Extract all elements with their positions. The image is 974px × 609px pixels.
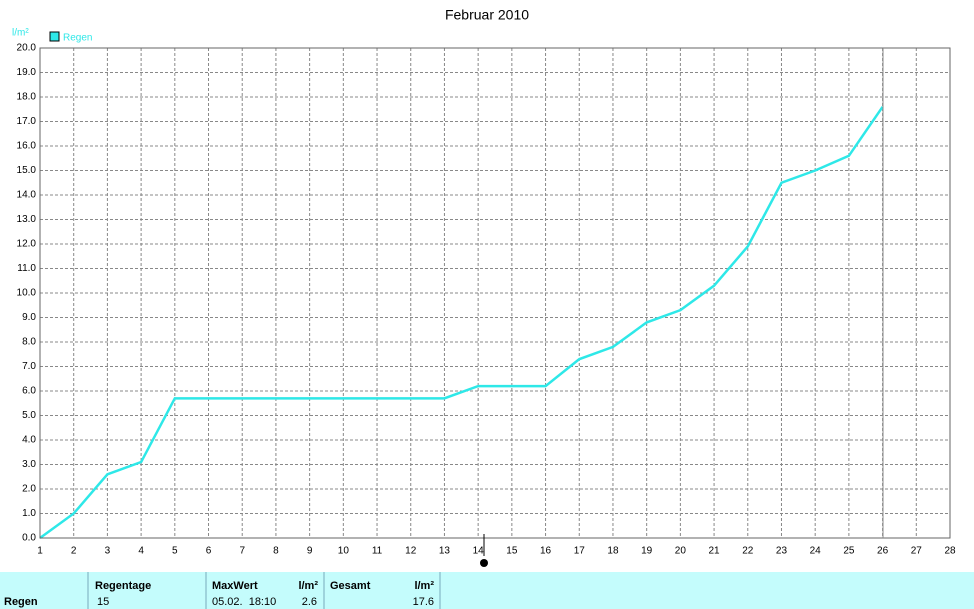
y-tick-label: 1.0 bbox=[22, 508, 36, 519]
y-tick-label: 18.0 bbox=[17, 92, 37, 103]
x-tick-label: 17 bbox=[574, 546, 586, 557]
x-tick-label: 19 bbox=[641, 546, 653, 557]
table-dividers bbox=[87, 572, 441, 609]
y-tick-label: 20.0 bbox=[17, 43, 37, 54]
header: Regentage bbox=[95, 580, 151, 592]
x-tick-label: 23 bbox=[776, 546, 788, 557]
y-tick-label: 4.0 bbox=[22, 435, 36, 446]
x-tick-label: 13 bbox=[439, 546, 451, 557]
chart-title: Februar 2010 bbox=[445, 7, 529, 23]
y-tick-label: 15.0 bbox=[17, 165, 37, 176]
x-tick-label: 10 bbox=[338, 546, 350, 557]
x-tick-label: 4 bbox=[138, 546, 144, 557]
header: l/m² bbox=[414, 580, 434, 592]
y-axis-label: l/m² bbox=[12, 28, 29, 39]
legend-label: Regen bbox=[63, 33, 92, 44]
y-tick-label: 14.0 bbox=[17, 190, 37, 201]
legend-swatch bbox=[49, 31, 60, 42]
cursor-handle[interactable] bbox=[480, 559, 488, 567]
plot: 0.01.02.03.04.05.06.07.08.09.010.011.012… bbox=[17, 43, 956, 557]
x-tick-label: 5 bbox=[172, 546, 178, 557]
x-tick-label: 25 bbox=[843, 546, 855, 557]
x-tick-label: 16 bbox=[540, 546, 552, 557]
y-tick-label: 9.0 bbox=[22, 312, 36, 323]
x-tick-label: 7 bbox=[239, 546, 245, 557]
header: Gesamt bbox=[330, 580, 371, 592]
y-tick-label: 19.0 bbox=[17, 67, 37, 78]
y-tick-label: 16.0 bbox=[17, 141, 37, 152]
y-tick-label: 13.0 bbox=[17, 214, 37, 225]
x-tick-label: 1 bbox=[37, 546, 43, 557]
y-tick-label: 5.0 bbox=[22, 410, 36, 421]
summary-table bbox=[0, 572, 974, 609]
x-tick-label: 11 bbox=[372, 546, 383, 557]
plot-frame bbox=[39, 47, 951, 539]
x-tick-label: 12 bbox=[405, 546, 417, 557]
x-tick-label: 27 bbox=[911, 546, 923, 557]
x-tick-label: 22 bbox=[742, 546, 754, 557]
y-tick-label: 11.0 bbox=[17, 263, 36, 274]
y-tick-label: 2.0 bbox=[22, 484, 36, 495]
x-tick-label: 21 bbox=[709, 546, 721, 557]
x-tick-label: 8 bbox=[273, 546, 279, 557]
y-tick-label: 3.0 bbox=[22, 459, 36, 470]
x-tick-label: 9 bbox=[307, 546, 313, 557]
y-tick-label: 17.0 bbox=[17, 116, 37, 127]
row-label: Regen bbox=[4, 596, 38, 608]
x-tick-label: 6 bbox=[206, 546, 212, 557]
y-tick-label: 6.0 bbox=[22, 386, 36, 397]
y-tick-label: 10.0 bbox=[17, 288, 37, 299]
x-tick-label: 26 bbox=[877, 546, 889, 557]
x-tick-label: 28 bbox=[944, 546, 956, 557]
cell: 05.02. 18:10 bbox=[212, 596, 276, 608]
y-tick-label: 8.0 bbox=[22, 337, 36, 348]
x-tick-label: 15 bbox=[506, 546, 518, 557]
cell: 17.6 bbox=[413, 596, 434, 608]
data-line bbox=[39, 106, 884, 540]
y-tick-label: 0.0 bbox=[22, 533, 36, 544]
header: l/m² bbox=[298, 580, 318, 592]
cell: 2.6 bbox=[302, 596, 317, 608]
x-tick-label: 14 bbox=[473, 546, 485, 557]
header: MaxWert bbox=[212, 580, 258, 592]
x-tick-label: 3 bbox=[105, 546, 111, 557]
cell: 15 bbox=[97, 596, 109, 608]
y-tick-label: 7.0 bbox=[22, 361, 36, 372]
x-tick-label: 2 bbox=[71, 546, 77, 557]
x-tick-label: 18 bbox=[607, 546, 619, 557]
y-tick-label: 12.0 bbox=[17, 239, 37, 250]
x-tick-label: 20 bbox=[675, 546, 687, 557]
x-tick-label: 24 bbox=[810, 546, 822, 557]
